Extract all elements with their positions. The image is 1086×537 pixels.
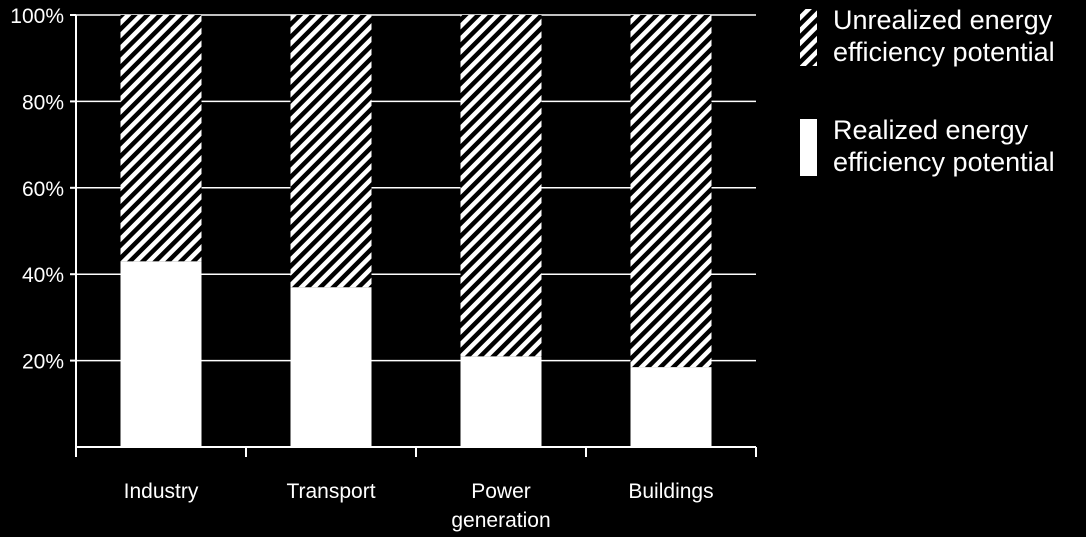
bar-industry-realized: [120, 261, 202, 447]
y-tick-label-20: 20%: [22, 351, 64, 374]
bar-buildings-unrealized: [630, 15, 712, 368]
y-tick-label-100: 100%: [10, 5, 64, 28]
x-tick-label-buildings: Buildings: [628, 480, 713, 503]
bar-buildings-realized: [630, 367, 712, 447]
y-tick-label-40: 40%: [22, 264, 64, 287]
legend-label-unrealized: Unrealized energy efficiency potential: [833, 5, 1055, 67]
legend-swatch-unrealized: [800, 9, 817, 66]
x-tick-label-power-generation: Power generation: [451, 480, 550, 532]
axes: [70, 14, 757, 457]
x-tick-label-industry: Industry: [124, 480, 199, 503]
legend-label-realized: Realized energy efficiency potential: [833, 115, 1055, 177]
bar-transport-unrealized: [290, 15, 372, 288]
y-tick-label-60: 60%: [22, 178, 64, 201]
bar-power-generation-realized: [460, 356, 542, 447]
bar-power-generation-unrealized: [460, 15, 542, 357]
bar-transport-realized: [290, 287, 372, 447]
y-tick-labels: 20% 40% 60% 80% 100%: [10, 5, 64, 374]
x-tick-label-transport: Transport: [286, 480, 375, 503]
y-tick-label-80: 80%: [22, 91, 64, 114]
bar-industry-unrealized: [120, 15, 202, 262]
bars: [120, 15, 712, 447]
x-tick-labels: Industry Transport Power generation Building…: [124, 480, 714, 532]
legend: Unrealized energy efficiency potential Rea…: [800, 5, 1055, 177]
legend-swatch-realized: [800, 119, 817, 176]
